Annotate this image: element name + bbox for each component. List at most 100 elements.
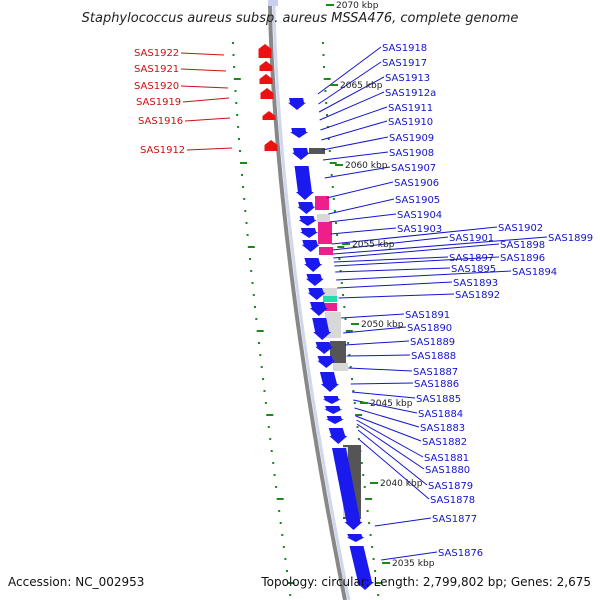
kbp-label: 2060 kbp: [345, 161, 388, 171]
kbp-tick: [360, 402, 368, 404]
gene-label: SAS1922: [134, 48, 179, 59]
gc-tick: [328, 150, 331, 152]
gc-tick: [244, 210, 247, 212]
gc-tick: [323, 78, 331, 80]
label-leader: [334, 256, 500, 267]
gc-tick: [330, 174, 333, 176]
gc-tick: [362, 474, 365, 476]
backbone-arc-highlight: [272, 0, 351, 600]
label-leader: [324, 166, 391, 179]
reverse-gene-arrow: [297, 202, 316, 214]
gene-label: SAS1912a: [385, 88, 436, 99]
label-leader: [332, 236, 449, 251]
gc-tick: [326, 114, 328, 116]
gene-label: SAS1917: [382, 58, 427, 69]
gene-label: SAS1910: [388, 117, 433, 128]
gene-label: SAS1909: [389, 133, 434, 144]
gc-tick: [368, 522, 371, 524]
label-leader: [335, 267, 451, 273]
kbp-label: 2050 kbp: [361, 320, 404, 330]
forward-gene-arrow: [259, 61, 273, 71]
gc-tick: [284, 558, 287, 560]
gene-label: SAS1883: [420, 423, 465, 434]
label-leader: [344, 340, 410, 346]
label-leader: [354, 407, 420, 428]
gc-tick: [377, 594, 380, 596]
gc-tick: [336, 234, 339, 236]
label-leader: [331, 226, 498, 245]
kbp-label: 2035 kbp: [392, 559, 435, 569]
reverse-gene-arrow: [319, 372, 339, 392]
gc-tick: [260, 366, 263, 368]
label-leader: [356, 419, 424, 458]
label-leader: [332, 236, 548, 255]
gene-label: SAS1886: [414, 379, 459, 390]
kbp-tick: [326, 4, 334, 6]
gene-label: SAS1907: [391, 163, 436, 174]
gc-tick: [357, 438, 360, 440]
gene-label: SAS1912: [140, 145, 185, 156]
feature-block: [319, 247, 333, 255]
gc-tick: [263, 390, 266, 392]
label-leader: [317, 46, 382, 95]
gc-tick: [342, 294, 344, 296]
reverse-gene-arrow: [346, 534, 365, 542]
gc-tick: [329, 162, 337, 164]
gene-labels: SAS1922 SAS1921 SAS1920 SAS1919 SAS1916 SAS19…: [134, 43, 593, 559]
gc-tick: [254, 306, 256, 308]
gc-tick: [247, 246, 255, 248]
gc-tick: [259, 354, 262, 356]
gene-label: SAS1891: [405, 310, 450, 321]
forward-gene-arrow: [259, 74, 273, 84]
gene-label: SAS1903: [397, 224, 442, 235]
gc-tick: [272, 462, 275, 464]
gc-tick: [232, 54, 235, 56]
label-leader: [184, 117, 231, 122]
gene-label: SAS1881: [424, 453, 469, 464]
label-leader: [319, 91, 385, 121]
label-leader: [355, 415, 422, 442]
gene-label: SAS1920: [134, 81, 179, 92]
feature-block: [315, 196, 329, 210]
reverse-gene-arrow: [328, 428, 348, 444]
gc-tick: [267, 426, 270, 428]
genome-summary-text: Topology: circular; Length: 2,799,802 bp…: [260, 575, 591, 589]
gc-tick: [325, 102, 328, 104]
gc-tick: [240, 162, 247, 164]
forward-gene-arrow: [264, 140, 278, 151]
gc-tick: [237, 126, 240, 128]
gc-tick: [351, 378, 353, 380]
label-leader: [357, 429, 428, 486]
gene-label: SAS1889: [410, 337, 455, 348]
label-leader: [351, 391, 416, 399]
reverse-gene-arrow: [317, 356, 336, 368]
gene-label: SAS1882: [422, 437, 467, 448]
gc-tick: [287, 582, 295, 584]
gc-tick: [363, 486, 366, 488]
label-leader: [180, 52, 225, 56]
label-leader: [348, 367, 413, 372]
kbp-label: 2065 kbp: [340, 81, 383, 91]
label-leader: [322, 136, 389, 151]
label-leader: [336, 270, 512, 281]
gc-tick: [340, 282, 343, 284]
gc-tick: [352, 390, 355, 392]
gc-tick: [275, 486, 278, 488]
kbp-label: 2055 kbp: [352, 240, 395, 250]
gc-tick: [349, 366, 352, 368]
gc-tick: [251, 282, 254, 284]
label-leader-lines: [180, 46, 548, 561]
label-leader: [320, 106, 388, 131]
accession-text: Accession: NC_002953: [8, 575, 144, 589]
label-leader: [356, 423, 425, 470]
feature-block: [309, 148, 325, 154]
gc-tick: [348, 354, 351, 356]
gc-tick: [276, 498, 284, 500]
gc-tick: [365, 498, 373, 500]
gene-label: SAS1893: [453, 278, 498, 289]
gene-label: SAS1899: [548, 233, 593, 244]
gene-label: SAS1878: [430, 495, 475, 506]
gc-tick: [250, 270, 253, 272]
gc-tick: [232, 42, 234, 44]
gc-tick: [366, 510, 369, 512]
